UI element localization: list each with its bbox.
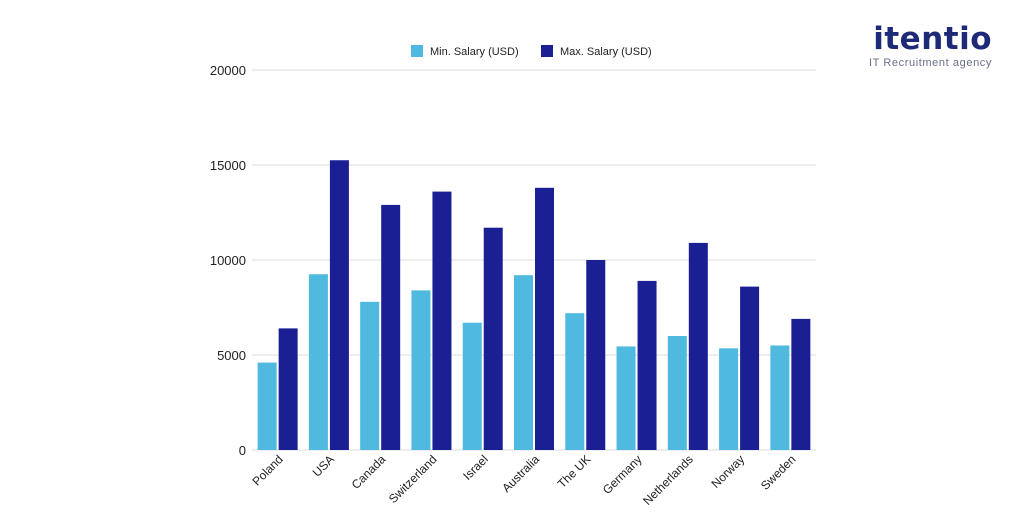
y-axis-ticks: 0 5000 10000 15000 20000 bbox=[210, 63, 246, 458]
bar-max-australia bbox=[535, 187, 554, 451]
legend-swatch-min bbox=[411, 45, 423, 57]
bar-min-netherlands bbox=[667, 336, 687, 450]
bar-min-israel bbox=[462, 322, 482, 450]
legend-label-max: Max. Salary (USD) bbox=[560, 46, 652, 58]
bar-min-canada bbox=[360, 301, 380, 450]
bars bbox=[257, 160, 811, 451]
y-tick-label: 5000 bbox=[217, 348, 246, 363]
bar-max-canada bbox=[381, 204, 401, 450]
brand-logo: itentio IT Recruitment agency bbox=[868, 21, 992, 70]
x-category-label: The UK bbox=[555, 452, 594, 491]
bar-max-germany bbox=[637, 280, 657, 450]
bar-max-switzerland bbox=[432, 191, 452, 450]
bar-max-netherlands bbox=[688, 242, 708, 450]
bar-min-australia bbox=[514, 275, 533, 450]
y-tick-label: 15000 bbox=[210, 158, 246, 173]
bar-max-sweden bbox=[791, 318, 811, 450]
brand-name: itentio bbox=[873, 21, 992, 57]
x-category-label: Canada bbox=[349, 452, 389, 492]
legend-swatch-max bbox=[541, 45, 553, 57]
bar-min-switzerland bbox=[411, 290, 431, 450]
legend: Min. Salary (USD) Max. Salary (USD) bbox=[411, 45, 652, 58]
x-category-label: Switzerland bbox=[386, 452, 440, 506]
x-category-label: Norway bbox=[709, 452, 748, 491]
x-category-label: Australia bbox=[499, 452, 542, 495]
y-tick-label: 20000 bbox=[210, 63, 246, 78]
bar-max-the-uk bbox=[586, 260, 606, 450]
bar-max-norway bbox=[740, 286, 760, 450]
x-category-label: Israel bbox=[460, 452, 491, 483]
legend-label-min: Min. Salary (USD) bbox=[430, 46, 519, 58]
x-category-label: USA bbox=[310, 452, 337, 479]
bar-min-poland bbox=[257, 362, 277, 450]
x-category-label: Netherlands bbox=[640, 452, 696, 508]
brand-tagline: IT Recruitment agency bbox=[868, 57, 992, 69]
y-tick-label: 0 bbox=[239, 443, 246, 458]
bar-min-the-uk bbox=[565, 313, 585, 450]
bar-max-poland bbox=[278, 328, 298, 450]
x-category-label: Sweden bbox=[758, 452, 799, 493]
bar-min-usa bbox=[308, 274, 328, 450]
x-category-label: Germany bbox=[600, 452, 645, 497]
bar-min-germany bbox=[616, 346, 636, 450]
x-category-label: Poland bbox=[249, 452, 285, 488]
bar-min-norway bbox=[719, 348, 739, 450]
bar-max-israel bbox=[483, 227, 503, 450]
bar-max-usa bbox=[329, 160, 349, 450]
bar-min-sweden bbox=[770, 345, 790, 450]
y-tick-label: 10000 bbox=[210, 253, 246, 268]
